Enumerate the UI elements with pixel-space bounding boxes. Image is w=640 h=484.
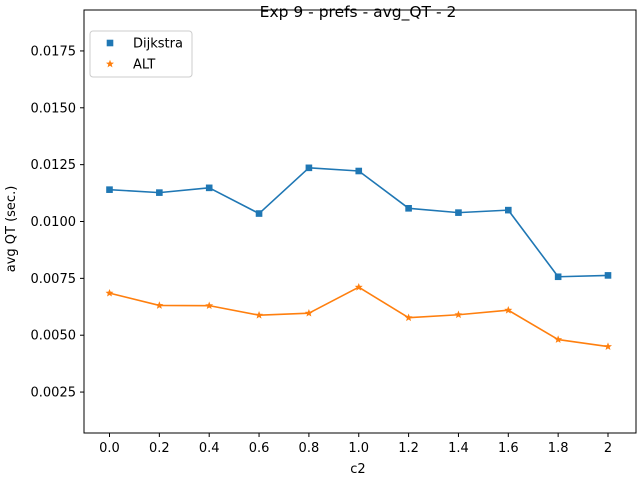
data-point-alt	[504, 305, 513, 314]
y-tick-label: 0.0025	[31, 386, 77, 401]
legend-label-dijkstra: Dijkstra	[133, 37, 183, 52]
x-tick-label: 0.4	[199, 441, 220, 456]
data-point-alt	[354, 283, 363, 291]
y-tick-label: 0.0050	[31, 329, 77, 344]
y-tick-label: 0.0175	[31, 44, 77, 59]
y-tick-label: 0.0075	[31, 272, 77, 287]
x-tick-label: 1.8	[548, 441, 569, 456]
x-tick-label: 0.2	[149, 441, 170, 456]
legend-box	[89, 30, 193, 78]
legend-marker-dijkstra	[106, 39, 114, 47]
legend: Dijkstra ALT	[89, 30, 193, 78]
x-axis: 0.0 0.2 0.4 0.6 0.8 1.0 1.2 1.4 1.6 1.8 2	[99, 433, 612, 456]
x-tick-label: 0.0	[99, 441, 120, 456]
plot-area	[105, 164, 612, 350]
legend-marker-alt	[106, 59, 114, 68]
x-tick-label: 1.0	[348, 441, 369, 456]
data-point-dijkstra	[604, 272, 612, 279]
data-point-dijkstra	[554, 273, 562, 281]
data-point-alt	[604, 342, 612, 350]
data-point-alt	[155, 301, 164, 309]
data-point-alt	[105, 288, 114, 297]
data-point-dijkstra	[156, 189, 163, 196]
x-axis-label: c2	[350, 462, 365, 477]
x-tick-label: 0.6	[249, 441, 270, 456]
y-tick-label: 0.0100	[31, 215, 77, 230]
data-point-alt	[255, 311, 264, 319]
x-tick-label: 1.2	[398, 441, 419, 456]
x-tick-label: 1.4	[448, 441, 469, 456]
data-point-alt	[404, 313, 413, 322]
legend-label-alt: ALT	[133, 58, 155, 73]
data-point-dijkstra	[255, 210, 263, 217]
y-axis-label: avg QT (sec.)	[4, 186, 19, 273]
data-point-dijkstra	[305, 164, 313, 172]
y-axis: 0.0025 0.0050 0.0075 0.0100 0.0125 0.0150 0.01…	[31, 44, 84, 401]
data-point-dijkstra	[106, 186, 113, 193]
data-point-alt	[454, 310, 463, 319]
data-point-dijkstra	[405, 205, 412, 212]
data-point-dijkstra	[205, 184, 213, 192]
y-tick-label: 0.0150	[31, 101, 77, 116]
chart-title: Exp 9 - prefs - avg_QT - 2	[260, 3, 457, 22]
data-point-dijkstra	[455, 209, 462, 216]
data-point-dijkstra	[355, 167, 363, 175]
data-point-dijkstra	[505, 206, 512, 214]
data-point-alt	[304, 308, 313, 317]
x-tick-label: 2	[604, 441, 612, 456]
x-tick-label: 0.8	[299, 441, 320, 456]
data-point-alt	[205, 301, 214, 310]
y-tick-label: 0.0125	[31, 158, 77, 173]
legend-items: Dijkstra ALT	[106, 37, 183, 73]
x-tick-label: 1.6	[498, 441, 519, 456]
data-point-alt	[554, 335, 563, 343]
